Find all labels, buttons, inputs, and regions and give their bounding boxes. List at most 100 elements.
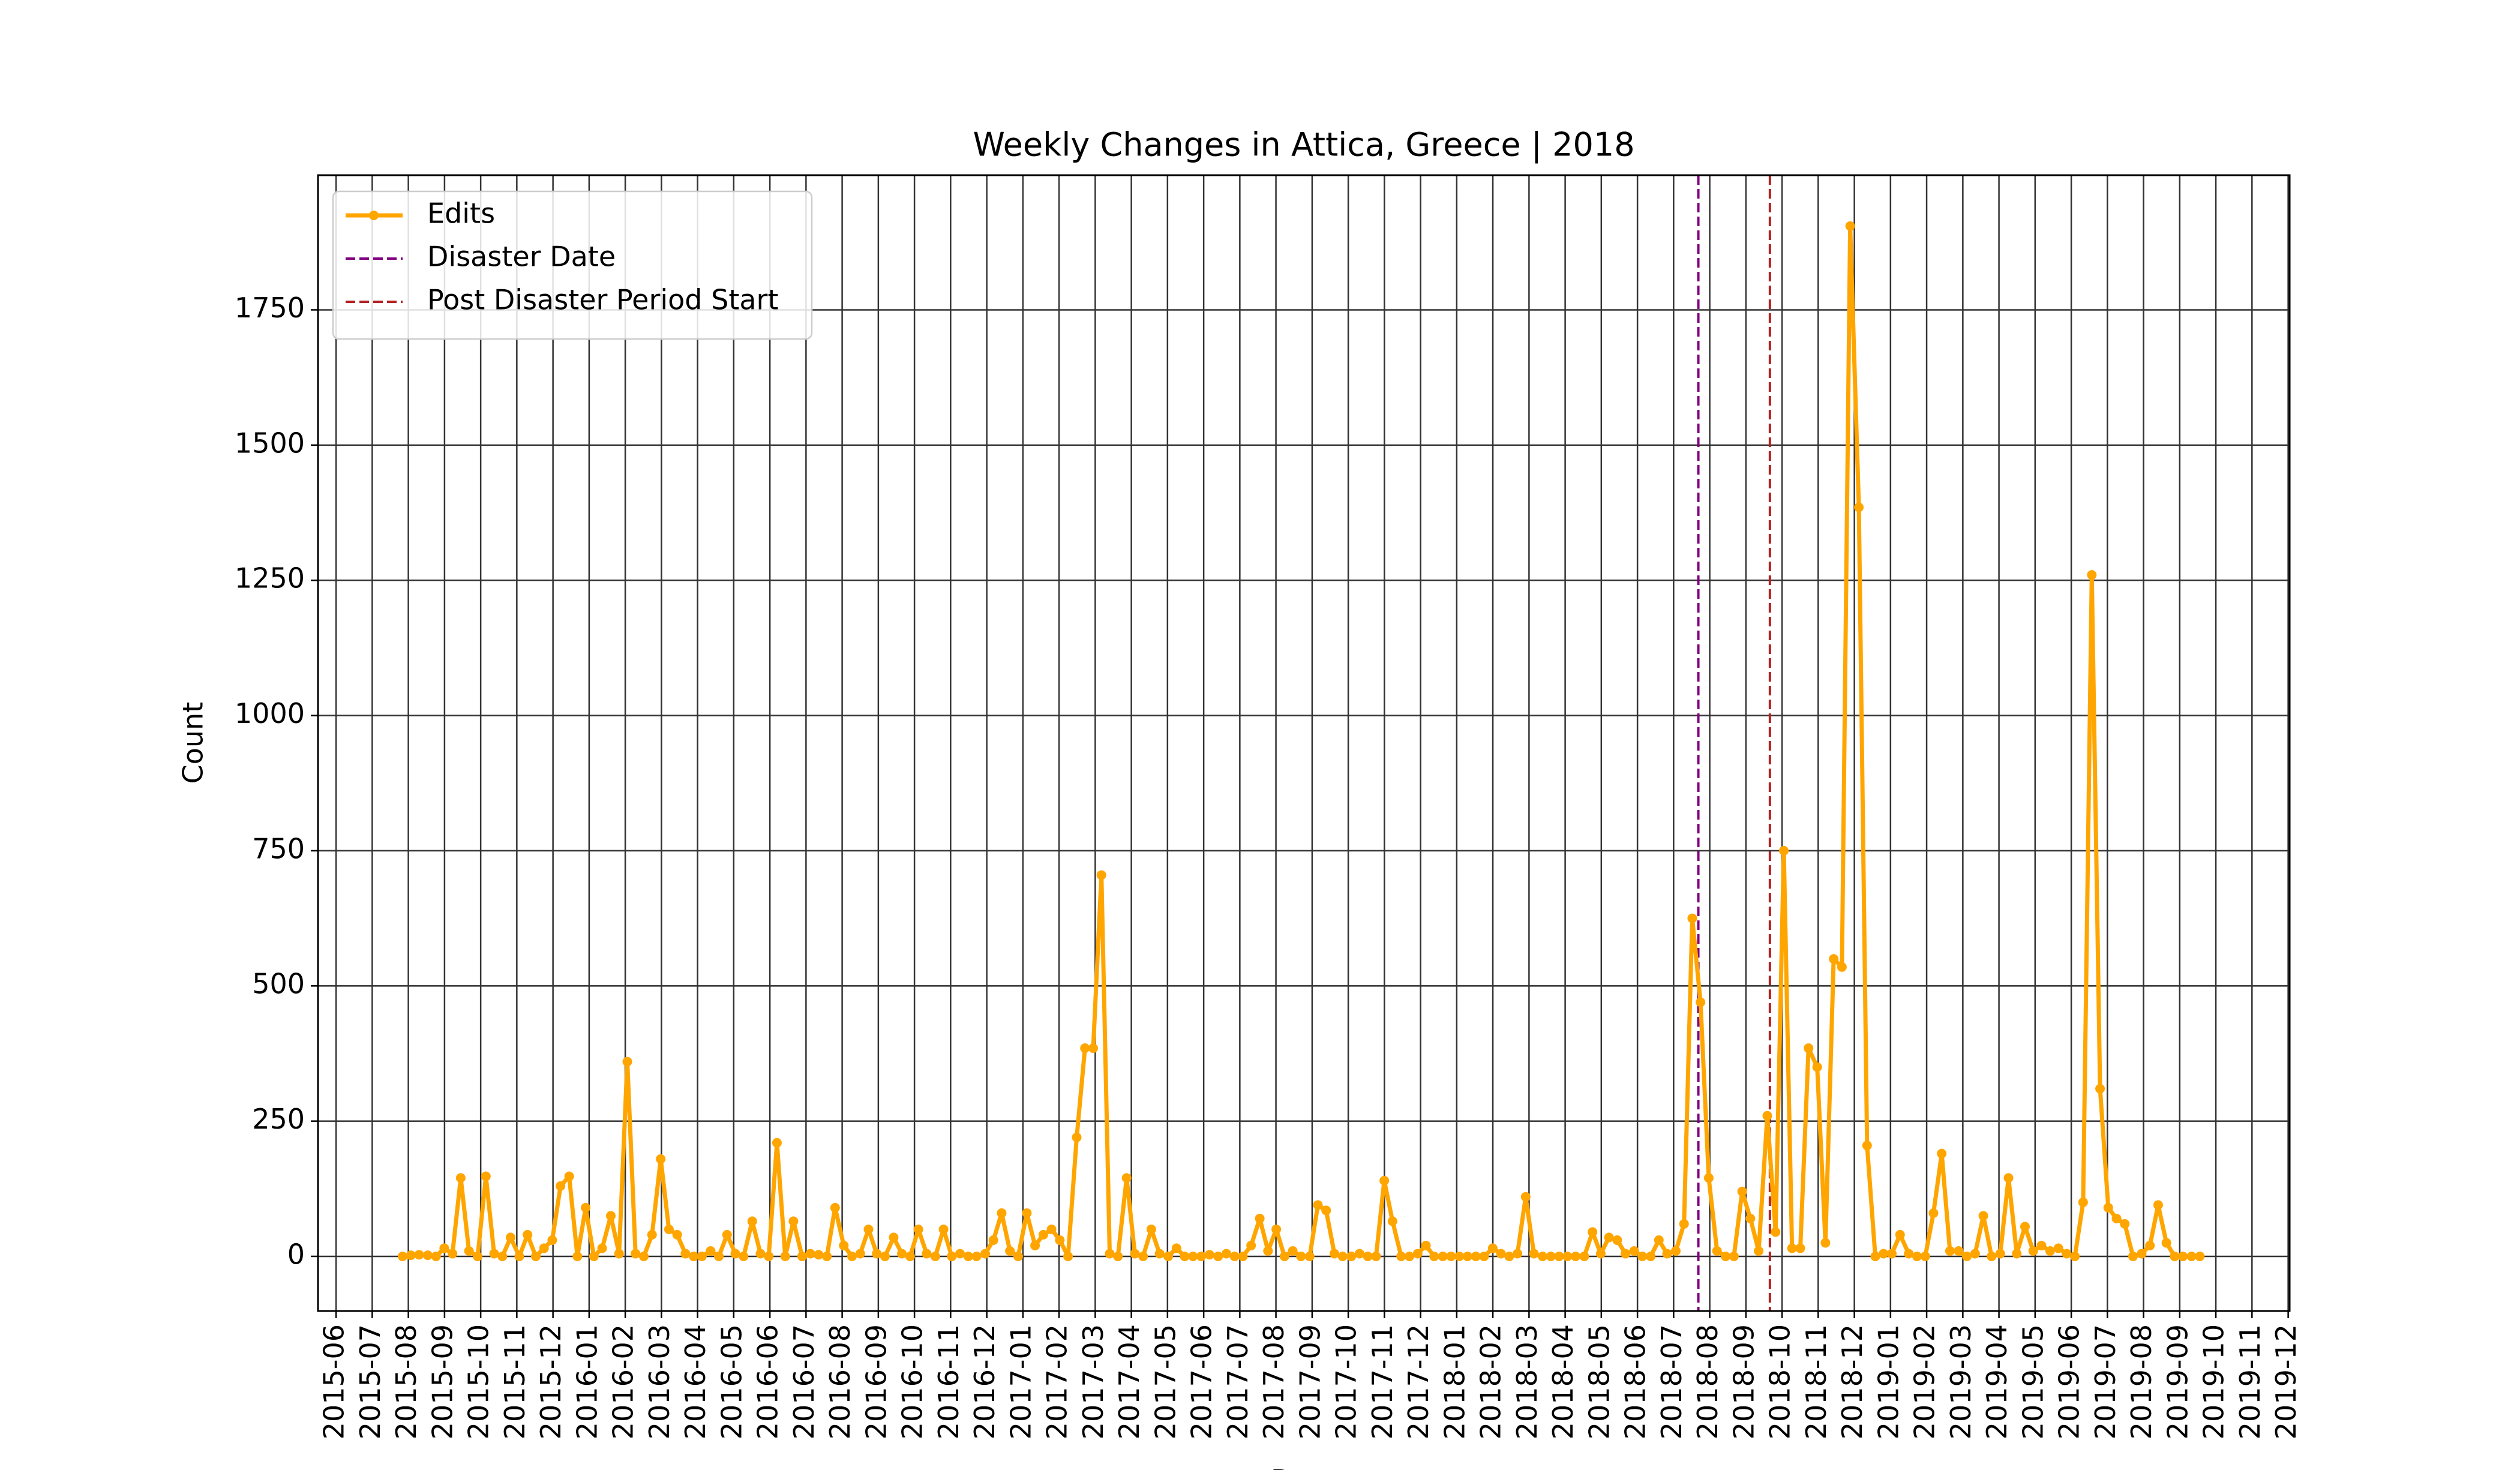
data-point	[1995, 1249, 2005, 1259]
data-point	[872, 1249, 882, 1259]
data-point	[947, 1251, 957, 1261]
x-tick-label: 2019-02	[1909, 1324, 1941, 1439]
data-point	[1063, 1251, 1073, 1261]
data-point	[1329, 1249, 1339, 1259]
y-tick-label: 1500	[235, 427, 305, 459]
data-point	[1595, 1249, 1606, 1259]
data-point	[397, 1251, 407, 1261]
data-point	[930, 1251, 940, 1261]
x-tick-label: 2019-01	[1872, 1324, 1904, 1439]
data-point	[2020, 1222, 2030, 1232]
data-point	[647, 1229, 657, 1240]
data-point	[922, 1249, 932, 1259]
y-tick-label: 0	[287, 1238, 305, 1270]
data-point	[2070, 1251, 2080, 1261]
data-point	[2036, 1240, 2047, 1250]
data-point	[422, 1250, 433, 1261]
data-point	[431, 1251, 441, 1261]
y-tick-label: 250	[252, 1103, 305, 1135]
data-point	[2078, 1197, 2088, 1207]
data-point	[1604, 1232, 1614, 1243]
data-point	[1554, 1251, 1564, 1261]
y-tick-label: 1250	[235, 562, 305, 595]
data-point	[638, 1251, 649, 1261]
data-point	[1513, 1249, 1523, 1259]
data-point	[1870, 1251, 1880, 1261]
data-point	[1213, 1251, 1223, 1261]
x-tick-label: 2019-06	[2053, 1324, 2086, 1439]
data-point	[1912, 1251, 1922, 1261]
data-point	[1562, 1251, 1573, 1261]
data-point	[2145, 1240, 2155, 1250]
data-point	[780, 1251, 790, 1261]
data-point	[1438, 1251, 1448, 1261]
x-tick-label: 2016-09	[860, 1324, 892, 1439]
data-point	[1687, 913, 1697, 923]
x-tick-label: 2018-06	[1619, 1324, 1652, 1439]
data-point	[1970, 1249, 1980, 1259]
legend-label: Edits	[427, 197, 495, 230]
data-point	[1354, 1249, 1364, 1259]
data-point	[1321, 1205, 1331, 1216]
data-point	[1787, 1243, 1797, 1253]
data-point	[656, 1154, 666, 1164]
data-point	[1396, 1251, 1406, 1261]
data-point	[481, 1171, 491, 1181]
data-point	[1005, 1246, 1015, 1256]
data-point	[589, 1251, 599, 1261]
legend-marker	[369, 211, 379, 220]
data-point	[2087, 570, 2097, 580]
x-tick-label: 2016-06	[752, 1324, 784, 1439]
data-point	[1471, 1251, 1481, 1261]
y-tick-label: 1000	[235, 697, 305, 730]
data-point	[556, 1181, 566, 1191]
data-point	[1138, 1251, 1148, 1261]
data-point	[822, 1251, 832, 1261]
data-point	[1121, 1173, 1132, 1183]
legend-label: Disaster Date	[427, 241, 616, 273]
data-point	[905, 1251, 915, 1261]
x-tick-label: 2017-09	[1294, 1324, 1326, 1439]
data-point	[2095, 1084, 2105, 1094]
data-point	[2186, 1251, 2197, 1261]
data-point	[1879, 1249, 1889, 1259]
data-point	[1296, 1251, 1306, 1261]
data-point	[1279, 1251, 1289, 1261]
data-point	[1862, 1141, 1872, 1151]
x-tick-label: 2019-04	[1981, 1324, 2013, 1439]
x-tick-label: 2015-11	[499, 1324, 531, 1439]
x-tick-label: 2015-07	[354, 1324, 386, 1439]
grid	[318, 175, 2290, 1311]
data-point	[1920, 1251, 1930, 1261]
data-point	[2045, 1246, 2055, 1256]
data-point	[2028, 1246, 2038, 1256]
data-point	[863, 1224, 874, 1234]
x-tick-label: 2019-07	[2089, 1324, 2122, 1439]
data-point	[1429, 1251, 1439, 1261]
data-point	[439, 1243, 449, 1253]
x-tick-label: 2015-12	[535, 1324, 567, 1439]
y-tick-label: 500	[252, 968, 305, 1000]
x-tick-label: 2018-12	[1836, 1324, 1868, 1439]
data-point	[1895, 1229, 1905, 1240]
legend-label: Post Disaster Period Start	[427, 284, 779, 316]
data-point	[1146, 1224, 1156, 1234]
data-point	[455, 1173, 466, 1183]
data-point	[448, 1249, 458, 1259]
x-tick-label: 2017-10	[1330, 1324, 1363, 1439]
x-tick-label: 2016-07	[788, 1324, 820, 1439]
x-tick-label: 2017-12	[1402, 1324, 1435, 1439]
data-point	[1520, 1192, 1531, 1202]
data-point	[1737, 1186, 1747, 1196]
x-tick-label: 2017-06	[1186, 1324, 1218, 1439]
data-point	[797, 1251, 807, 1261]
x-tick-label: 2018-03	[1511, 1324, 1543, 1439]
data-point	[913, 1224, 923, 1234]
x-tick-label: 2018-05	[1583, 1324, 1615, 1439]
x-tick-label: 2017-08	[1258, 1324, 1290, 1439]
x-tick-label: 2018-02	[1475, 1324, 1507, 1439]
data-point	[1462, 1251, 1472, 1261]
data-point	[547, 1235, 557, 1245]
data-point	[1188, 1251, 1198, 1261]
